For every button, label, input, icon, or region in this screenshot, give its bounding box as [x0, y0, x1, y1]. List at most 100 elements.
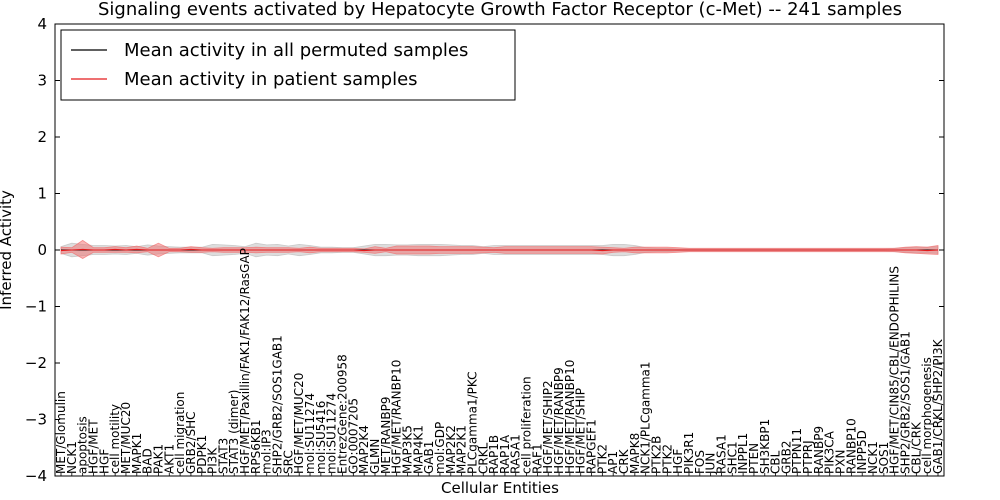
category-label: NCK1 [866, 441, 880, 474]
plot-frame [54, 23, 945, 477]
category-label: mol:SU11274 [325, 393, 339, 474]
category-label: PTK2 [595, 444, 609, 474]
category-label: GRB2/SHC [184, 411, 198, 474]
y-tick-label: −3 [25, 411, 47, 429]
category-label: RASA1 [509, 434, 523, 474]
category-label: MAP3K5 [401, 425, 415, 474]
category-label: cell migration [173, 392, 187, 474]
chart-title: Signaling events activated by Hepatocyte… [98, 0, 902, 20]
category-label: FOS [693, 450, 707, 474]
category-label: AKT1 [162, 444, 176, 474]
category-label: HGF/MET/CIN85/CBL/ENDOPHILINS [888, 266, 902, 474]
category-label: SOS1 [877, 442, 891, 474]
category-label: PAK1 [151, 444, 165, 474]
category-label: GO:0007205 [346, 398, 360, 474]
category-label: SHP2/GRB2/SOS1/GAB1 [899, 331, 913, 474]
y-tick-label: −4 [25, 467, 47, 485]
category-label: SHC1 [725, 441, 739, 474]
category-label: INPPL1 [736, 433, 750, 474]
y-tick-label: 3 [37, 72, 47, 90]
category-label: PTPN11 [790, 428, 804, 474]
legend: Mean activity in all permuted samples Me… [60, 29, 516, 101]
category-label: HGF/MET/MUC20 [292, 373, 306, 474]
category-label: NCK1 [65, 441, 79, 474]
category-label: HGF/MET/SHIP2 [541, 380, 555, 474]
category-label: PTK2B [650, 436, 664, 474]
y-tick-label: 4 [37, 15, 47, 33]
category-label: PTK2 [660, 444, 674, 474]
category-label: PTEN [747, 443, 761, 474]
y-axis-label: Inferred Activity [0, 190, 15, 310]
category-label: RAP1A [498, 434, 512, 474]
category-label: HGF/MET/RANBP10 [563, 360, 577, 474]
category-label: PTPRJ [801, 440, 815, 474]
category-label: MAP2K1 [455, 425, 469, 474]
y-tick-label: −2 [25, 354, 47, 372]
category-label: RAF1 [530, 443, 544, 474]
category-label: CBL [769, 450, 783, 474]
category-label: STAT3 (dimer) [227, 390, 241, 474]
category-label: MAPK1 [130, 433, 144, 474]
category-label: HGF/MET/RANBP10 [390, 360, 404, 474]
category-label: CBL/CRK [909, 421, 923, 474]
category-label: MAP2K2 [444, 425, 458, 474]
legend-frame [60, 29, 516, 101]
category-label: MAP2K4 [357, 425, 371, 474]
category-label: CRKL [476, 442, 490, 474]
category-label: HGF/MET [87, 419, 101, 474]
category-label: mol:IP3 [260, 429, 274, 474]
y-tick-label: 2 [37, 128, 47, 146]
category-label: GAB1/CRKL/SHP2/PI3K [931, 338, 945, 474]
category-label: apoptosis [76, 416, 90, 474]
category-label: MET/RANBP9 [379, 397, 393, 474]
category-label: mol:GDP [433, 422, 447, 474]
legend-label-patient: Mean activity in patient samples [124, 69, 418, 90]
category-label: MAP4K1 [411, 425, 425, 474]
category-labels: MET/GlomulinNCK1apoptosisHGF/METHGFcell … [54, 248, 945, 476]
category-label: PI3K [206, 447, 220, 474]
category-label: CRK [617, 448, 631, 474]
category-label: RANBP9 [812, 426, 826, 474]
category-label: SRC [281, 450, 295, 474]
category-label: RAPGEF1 [585, 419, 599, 474]
plot-area [60, 239, 939, 259]
category-label: MAPK8 [628, 433, 642, 474]
category-label: RPS6KB1 [249, 419, 263, 474]
category-label: PLCgamma1/PKC [465, 371, 479, 474]
category-label: GLMN [368, 439, 382, 474]
category-label: GRB2 [779, 440, 793, 474]
patient-mean-line [60, 248, 939, 252]
y-tick-label: 0 [37, 241, 47, 259]
category-label: HGF/MET/SHIP [574, 388, 588, 474]
category-label: STAT3 [216, 438, 230, 474]
category-label: cell motility [108, 404, 122, 474]
category-label: EntrezGene:200958 [336, 354, 350, 474]
category-label: SH3KBP1 [758, 419, 772, 474]
category-label: AP1 [606, 451, 620, 474]
category-label: GAB1 [422, 441, 436, 474]
category-label: BAD [141, 448, 155, 474]
category-label: JUN [704, 453, 718, 475]
category-label: SHP2/GRB2/SOS1GAB1 [271, 335, 285, 474]
category-label: HGF [97, 449, 111, 474]
category-label: PXN [834, 450, 848, 474]
y-tick-label: −1 [25, 298, 47, 316]
category-label: NCK1/PLCgamma1 [639, 361, 653, 474]
legend-label-permuted: Mean activity in all permuted samples [124, 40, 468, 61]
category-label: HGF/MET/Paxillin/FAK1/FAK12/RasGAP [238, 248, 252, 474]
category-label: PIK3R1 [682, 432, 696, 474]
x-axis-label: Cellular Entities [441, 479, 559, 497]
category-label: RANBP10 [844, 418, 858, 474]
category-label: INPP5D [855, 430, 869, 474]
category-label: mol:SU11274 [303, 393, 317, 474]
category-label: HGF/MET/RANBP9 [552, 367, 566, 474]
category-label: cell proliferation [520, 376, 534, 474]
category-label: PDPK1 [195, 435, 209, 474]
y-tick-label: 1 [37, 185, 47, 203]
category-label: cell morphogenesis [920, 357, 934, 474]
category-label: mol:SU5416 [314, 401, 328, 474]
category-label: RAP1B [487, 435, 501, 474]
category-label: HGF [671, 449, 685, 474]
category-label: RASA1 [715, 434, 729, 474]
